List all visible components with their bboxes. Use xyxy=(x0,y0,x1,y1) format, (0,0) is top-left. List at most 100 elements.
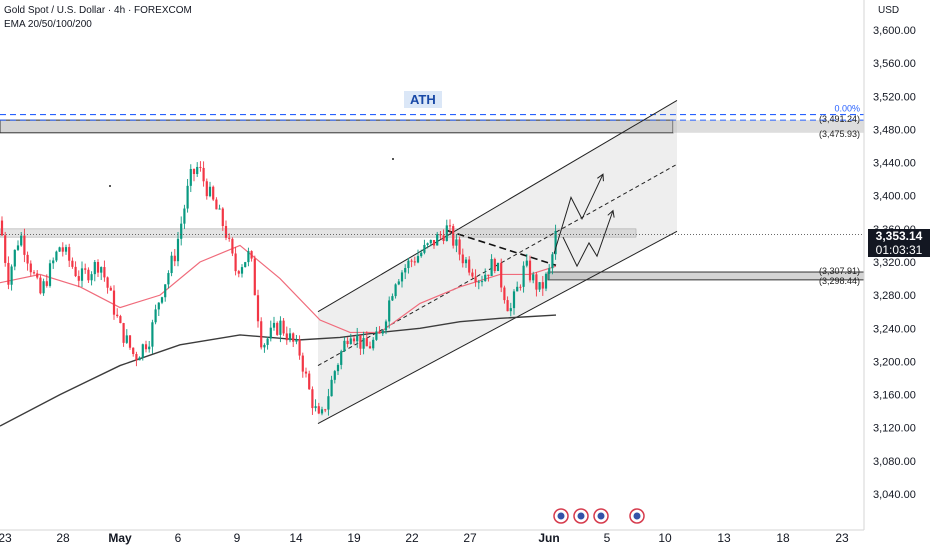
downtrend-line xyxy=(446,229,557,267)
candle-body xyxy=(368,346,372,349)
x-tick-label: Jun xyxy=(538,531,559,545)
candle-body xyxy=(503,287,506,301)
candle-body xyxy=(276,322,279,335)
x-tick-label: 14 xyxy=(289,531,303,545)
candle-body xyxy=(525,260,528,266)
y-tick-label: 3,520.00 xyxy=(873,91,916,103)
candle-body xyxy=(298,339,301,356)
candle-body xyxy=(400,272,404,282)
candle-body xyxy=(359,335,362,349)
candle-body xyxy=(442,235,445,241)
candle-body xyxy=(228,237,231,239)
candle-body xyxy=(256,295,260,322)
candle-body xyxy=(327,396,330,410)
channel-lower-line xyxy=(317,230,678,425)
candle-body xyxy=(474,276,477,283)
candle-body xyxy=(311,389,314,409)
projection-path-1 xyxy=(562,210,614,268)
candle-body xyxy=(189,168,192,186)
candle-body xyxy=(413,261,416,263)
candle-body xyxy=(7,262,10,285)
x-tick-label: 13 xyxy=(717,531,731,545)
candle-body xyxy=(410,260,413,262)
candle-body xyxy=(148,346,151,350)
x-tick-label: 9 xyxy=(234,531,241,545)
candle-body xyxy=(52,260,55,264)
candle-body xyxy=(154,309,157,323)
candle-body xyxy=(135,354,138,361)
candle-body xyxy=(231,238,234,254)
candle-body xyxy=(407,260,410,269)
candle-body xyxy=(260,321,263,348)
candle-body xyxy=(202,167,205,182)
x-tick-label: 23 xyxy=(0,531,12,545)
candle-body xyxy=(29,263,32,273)
candle-body xyxy=(36,273,39,278)
candle-body xyxy=(253,258,256,296)
channel-fill xyxy=(318,100,677,424)
candle-body xyxy=(269,327,272,339)
level-label-3307: (3,307.91) xyxy=(819,266,860,276)
event-marker-flag-icon xyxy=(597,512,605,520)
candle-body xyxy=(119,316,122,324)
candle-body xyxy=(100,267,103,273)
candle-body xyxy=(426,243,429,245)
candle-body xyxy=(477,281,480,283)
candle-body xyxy=(324,409,327,411)
candle-body xyxy=(212,186,215,200)
candle-body xyxy=(122,323,125,343)
y-tick-label: 3,440.00 xyxy=(873,158,916,170)
candle-body xyxy=(61,247,64,252)
resistance-zone-ext xyxy=(673,120,864,133)
candle-body xyxy=(4,235,7,263)
projection-arrowhead-1 xyxy=(607,209,615,218)
y-tick-label: 3,080.00 xyxy=(873,456,916,468)
event-marker-flag-icon xyxy=(633,512,641,520)
candle-body xyxy=(448,225,452,227)
pct-label: 0.00% xyxy=(834,104,860,114)
candle-body xyxy=(372,339,375,349)
candle-body xyxy=(144,344,148,350)
x-tick-label: 6 xyxy=(175,531,182,545)
candle-body xyxy=(487,274,490,276)
candle-body xyxy=(461,254,464,264)
candle-body xyxy=(16,245,20,250)
candle-body xyxy=(55,251,58,261)
candle-body xyxy=(196,166,199,175)
candle-body xyxy=(23,235,26,255)
candle-body xyxy=(71,260,74,267)
candle-body xyxy=(381,330,384,334)
y-tick-label: 3,280.00 xyxy=(873,290,916,302)
candle-body xyxy=(378,331,381,334)
candle-body xyxy=(429,239,432,244)
candle-body xyxy=(199,166,202,168)
candle-body xyxy=(183,208,186,224)
y-tick-label: 3,480.00 xyxy=(873,124,916,136)
currency-label: USD xyxy=(878,5,900,16)
candle-body xyxy=(244,262,247,268)
candle-body xyxy=(167,273,170,285)
candle-body xyxy=(404,268,407,273)
candle-body xyxy=(458,239,461,255)
candle-body xyxy=(516,286,519,292)
candle-body xyxy=(548,268,551,274)
candle-body xyxy=(272,322,276,328)
candle-body xyxy=(416,256,420,263)
candle-body xyxy=(45,281,48,286)
candle-body xyxy=(74,266,77,277)
candle-body xyxy=(192,168,196,175)
candle-body xyxy=(551,254,554,269)
candle-body xyxy=(279,320,282,335)
candle-body xyxy=(240,267,244,274)
candle-body xyxy=(42,281,45,294)
candle-body xyxy=(282,320,285,334)
x-tick-label: 23 xyxy=(835,531,849,545)
y-tick-label: 3,200.00 xyxy=(873,356,916,368)
indicator-label: EMA 20/50/100/200 xyxy=(4,19,92,30)
candle-body xyxy=(112,290,116,315)
candle-body xyxy=(471,272,474,277)
candle-body xyxy=(64,247,68,252)
y-tick-label: 3,040.00 xyxy=(873,489,916,501)
countdown-tag: 01:03:31 xyxy=(868,243,930,257)
